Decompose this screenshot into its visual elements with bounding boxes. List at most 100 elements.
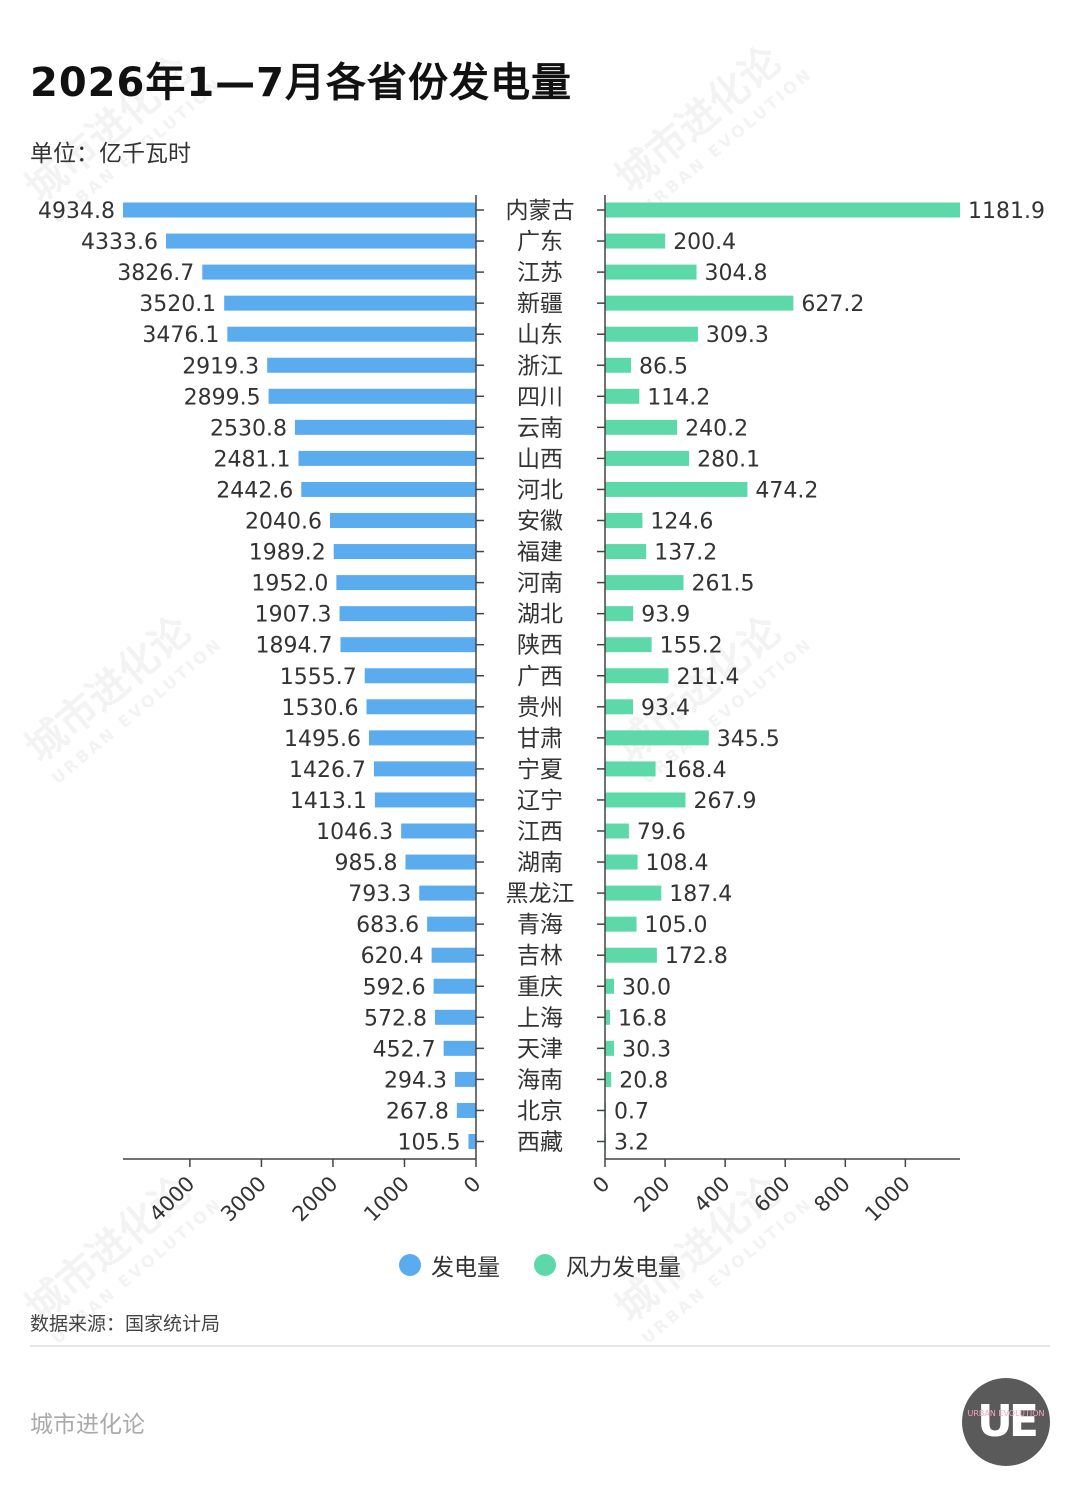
- logo-mark: UE: [977, 1396, 1039, 1447]
- bar-label-wind: 20.8: [619, 1068, 668, 1093]
- bar-wind: [605, 1071, 612, 1087]
- bar-label-wind: 267.9: [693, 789, 756, 814]
- bar-wind: [605, 854, 638, 870]
- bar-power: [333, 544, 476, 560]
- bar-power: [456, 1102, 476, 1118]
- bar-label-power: 2442.6: [216, 478, 293, 503]
- bar-label-wind: 137.2: [654, 541, 717, 566]
- bar-wind: [605, 823, 629, 839]
- bar-label-power: 294.3: [384, 1068, 447, 1093]
- legend-item-power[interactable]: 发电量: [399, 1248, 500, 1282]
- unit-label: 单位：亿千瓦时: [30, 141, 191, 167]
- bar-power: [405, 854, 476, 870]
- bar-label-wind: 0.7: [614, 1099, 649, 1124]
- bar-label-power: 2481.1: [214, 447, 291, 472]
- category-label: 福建: [517, 540, 563, 566]
- bar-wind: [605, 637, 652, 653]
- bar-wind: [605, 544, 647, 560]
- x-tick-label-power: 4000: [145, 1172, 200, 1227]
- bar-wind: [605, 202, 960, 218]
- bar-label-power: 620.4: [361, 944, 424, 969]
- category-label: 天津: [517, 1036, 563, 1062]
- bar-label-wind: 1181.9: [968, 199, 1045, 224]
- category-label: 河南: [517, 571, 563, 597]
- bar-label-power: 267.8: [386, 1099, 449, 1124]
- category-label: 重庆: [517, 974, 563, 1000]
- bar-label-power: 3476.1: [142, 323, 219, 348]
- category-label: 辽宁: [517, 788, 563, 814]
- bar-power: [433, 978, 476, 994]
- bar-power: [340, 637, 476, 653]
- bar-label-wind: 280.1: [697, 447, 760, 472]
- bar-wind: [605, 233, 666, 249]
- bar-label-power: 793.3: [348, 882, 411, 907]
- bar-label-wind: 200.4: [673, 230, 736, 255]
- bar-power: [301, 481, 476, 497]
- bar-label-wind: 93.9: [641, 603, 690, 628]
- bar-wind: [605, 481, 748, 497]
- bar-label-power: 1952.0: [251, 572, 328, 597]
- legend-label-power: 发电量: [431, 1255, 500, 1281]
- bar-label-power: 985.8: [334, 851, 397, 876]
- bar-label-wind: 240.2: [685, 416, 748, 441]
- x-tick-label-power: 0: [459, 1172, 485, 1198]
- bar-power: [330, 513, 476, 528]
- bar-label-power: 1426.7: [289, 758, 366, 783]
- bar-power: [166, 233, 477, 249]
- bar-power: [369, 730, 476, 746]
- bar-power: [454, 1071, 476, 1087]
- brand-name: 城市进化论: [30, 1412, 145, 1438]
- x-tick-label-wind: 800: [810, 1172, 855, 1217]
- category-label: 广东: [517, 229, 563, 255]
- bar-power: [419, 885, 476, 901]
- bar-power: [435, 1009, 476, 1025]
- bar-power: [227, 326, 476, 342]
- bar-wind: [605, 792, 686, 808]
- bar-power: [268, 388, 476, 404]
- category-label: 云南: [517, 415, 563, 441]
- bar-label-wind: 187.4: [669, 882, 732, 907]
- bar-wind: [605, 388, 640, 404]
- bar-power: [468, 1134, 476, 1149]
- bar-label-wind: 86.5: [639, 354, 688, 379]
- category-label: 贵州: [517, 695, 563, 721]
- category-label: 江苏: [517, 260, 563, 286]
- category-label: 黑龙江: [506, 881, 575, 907]
- legend-dot-power-icon: [399, 1254, 421, 1276]
- bar-label-power: 3826.7: [117, 261, 194, 286]
- bar-wind: [605, 357, 631, 373]
- bar-wind: [605, 419, 678, 435]
- bar-power: [443, 1040, 476, 1056]
- bar-label-wind: 108.4: [646, 851, 709, 876]
- bar-label-wind: 168.4: [664, 758, 727, 783]
- bar-wind: [605, 916, 637, 932]
- bar-power: [336, 575, 476, 591]
- category-label: 上海: [517, 1005, 563, 1031]
- bar-power: [427, 916, 476, 932]
- legend-item-wind[interactable]: 风力发电量: [534, 1248, 681, 1282]
- bar-power: [401, 823, 476, 839]
- bar-label-wind: 261.5: [692, 572, 755, 597]
- bar-power: [294, 419, 476, 435]
- bar-wind: [605, 699, 634, 715]
- category-label: 广西: [517, 664, 563, 690]
- butterfly-bar-chart: 4934.8 内蒙古 1181.9 4333.6 广东 200.4 3826.7 江苏 304.…: [38, 195, 1045, 1227]
- bar-label-power: 1046.3: [316, 820, 393, 845]
- category-label: 青海: [517, 912, 563, 938]
- bar-label-power: 1907.3: [255, 603, 332, 628]
- category-label: 新疆: [517, 291, 563, 317]
- bar-label-power: 4934.8: [38, 199, 115, 224]
- brand-logo: UE URBAN EVOLUTION: [962, 1378, 1050, 1466]
- category-label: 宁夏: [517, 757, 563, 783]
- data-source: 数据来源：国家统计局: [30, 1313, 221, 1335]
- bar-power: [431, 947, 476, 963]
- bar-power: [364, 668, 476, 684]
- bar-label-power: 1413.1: [290, 789, 367, 814]
- bar-wind: [605, 450, 690, 466]
- bar-wind: [605, 575, 684, 591]
- x-tick-label-wind: 200: [629, 1172, 674, 1217]
- category-label: 海南: [517, 1067, 563, 1093]
- bar-label-wind: 474.2: [755, 478, 818, 503]
- bar-label-wind: 105.0: [645, 913, 708, 938]
- bar-label-power: 1989.2: [249, 541, 326, 566]
